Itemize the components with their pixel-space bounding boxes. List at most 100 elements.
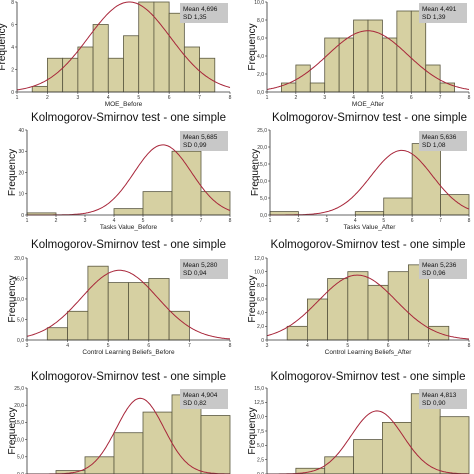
histogram-bar: [338, 37, 354, 93]
normal-curve: [266, 30, 470, 90]
histogram-bar: [281, 82, 297, 93]
x-tick-label: 3: [266, 343, 269, 349]
x-tick-label: 1: [16, 95, 19, 101]
stats-sd: SD 0,96: [422, 270, 446, 277]
histogram-bar: [67, 310, 89, 341]
y-tick-label: 10,0: [14, 297, 24, 303]
y-axis-label: Frequency: [0, 23, 8, 70]
x-tick-label: 8: [229, 95, 232, 101]
x-tick-label: 4: [66, 343, 69, 349]
histogram-bar: [107, 282, 129, 341]
x-tick-label: 1: [269, 218, 272, 224]
stats-mean: Mean 4,904: [183, 392, 218, 399]
histogram-panel-2: 0,0 2,0 4,0 6,0 8,0 10,0 1 2 3 4 5 6 7 8 MOE_After Freq…: [247, 0, 471, 108]
x-tick-label: 4: [306, 343, 309, 349]
histogram-bar: [382, 421, 412, 474]
x-axis-label: Control Learning Beliefs_After: [325, 349, 413, 356]
stats-mean: Mean 4,696: [183, 6, 218, 13]
histogram-bar: [410, 10, 427, 93]
y-tick-label: 25,0: [257, 128, 267, 134]
histogram-bar: [142, 411, 173, 474]
y-tick-label: 0,0: [17, 472, 24, 474]
histogram-bar: [354, 211, 385, 216]
y-tick-label: 30: [18, 149, 24, 155]
x-tick-label: 8: [229, 343, 232, 349]
y-tick-label: 20: [18, 170, 24, 176]
x-tick-label: 2: [55, 218, 58, 224]
x-tick-label: 5: [107, 343, 110, 349]
x-tick-label: 8: [468, 218, 471, 224]
histogram-bar: [309, 82, 326, 93]
y-axis-label: Frequency: [250, 149, 261, 196]
stats-mean: Mean 5,280: [183, 262, 218, 269]
chart-title: Kolmogorov-Smirnov test - one simple: [31, 112, 226, 124]
histogram-bar: [138, 1, 155, 93]
stats-sd: SD 1,08: [422, 142, 446, 149]
y-tick-label: 6,0: [257, 297, 264, 303]
stats-box: [180, 389, 228, 409]
histogram-bar: [153, 1, 170, 93]
stats-mean: Mean 4,491: [422, 6, 457, 13]
y-tick-label: 5,0: [257, 443, 264, 449]
y-tick-label: 20,0: [14, 403, 24, 409]
y-axis-label: Frequency: [247, 23, 258, 70]
y-tick-label: 0,0: [257, 90, 264, 96]
x-tick-label: 1: [26, 218, 29, 224]
x-tick-label: 5: [382, 218, 385, 224]
histogram-bar: [200, 415, 231, 474]
x-tick-label: 6: [387, 343, 390, 349]
x-tick-label: 8: [468, 95, 471, 101]
y-tick-label: 10,0: [257, 179, 267, 185]
histogram-bar: [62, 57, 79, 93]
y-tick-label: 4,0: [257, 310, 264, 316]
histogram-bar: [148, 278, 170, 341]
histogram-bar: [353, 439, 383, 474]
histogram-bar: [440, 194, 470, 216]
x-tick-label: 6: [168, 95, 171, 101]
y-tick-label: 12,0: [254, 256, 264, 262]
y-tick-label: 10,0: [254, 269, 264, 275]
y-tick-label: 0: [261, 338, 264, 344]
stats-box: [180, 3, 228, 23]
y-tick-label: 0: [11, 90, 14, 96]
histogram-bar: [92, 24, 109, 93]
chart-title: Kolmogorov-Smirnov test - one simple: [272, 112, 467, 124]
x-tick-label: 6: [410, 95, 413, 101]
stats-sd: SD 0,99: [183, 142, 207, 149]
y-tick-label: 15,0: [254, 386, 264, 392]
histogram-bar: [142, 191, 173, 216]
x-tick-label: 8: [229, 218, 232, 224]
y-tick-label: 0,0: [17, 338, 24, 344]
x-tick-label: 7: [188, 343, 191, 349]
histogram-bar: [411, 143, 441, 216]
stats-box: [180, 131, 228, 151]
x-axis-label: Control Learning Beliefs_Before: [82, 349, 175, 356]
chart-title: Kolmogorov-Smirnov test - one simple: [271, 239, 466, 251]
y-tick-label: 4: [11, 45, 14, 51]
stats-mean: Mean 5,236: [422, 262, 457, 269]
y-tick-label: 6,0: [257, 36, 264, 42]
y-tick-label: 0: [21, 213, 24, 219]
chart-title: Kolmogorov-Smirnov test - one simple: [271, 371, 466, 383]
y-tick-label: 5,0: [260, 196, 267, 202]
y-axis-label: Frequency: [247, 275, 258, 322]
y-tick-label: 15,0: [14, 420, 24, 426]
normal-curve: [26, 269, 231, 340]
histogram-bar: [128, 282, 150, 341]
histogram-panel-7: Kolmogorov-Smirnov test - one simple 0,0 5…: [7, 371, 231, 474]
histogram-bar: [347, 271, 369, 341]
histogram-bar: [46, 327, 68, 341]
histogram-bar: [200, 191, 231, 216]
x-tick-label: 4: [352, 95, 355, 101]
x-tick-label: 4: [113, 218, 116, 224]
histogram-panel-8: Kolmogorov-Smirnov test - one simple 0,0 2…: [247, 371, 470, 474]
y-tick-label: 15,0: [14, 276, 24, 282]
histogram-panel-1: 0 2 4 6 8 1 2 3 4 5 6 7 8 MOE_Before Frequency Mean 4,6…: [0, 0, 232, 108]
y-axis-label: Frequency: [7, 407, 18, 454]
stats-mean: Mean 4,813: [422, 392, 457, 399]
histogram-bar: [171, 150, 202, 216]
histogram-bar: [77, 46, 94, 93]
x-axis-label: Tasks Value_After: [344, 224, 397, 231]
histogram-panel-6: Kolmogorov-Smirnov test - one simple 0 2,0…: [247, 239, 471, 356]
chart-title: Kolmogorov-Smirnov test - one simple: [31, 239, 226, 251]
